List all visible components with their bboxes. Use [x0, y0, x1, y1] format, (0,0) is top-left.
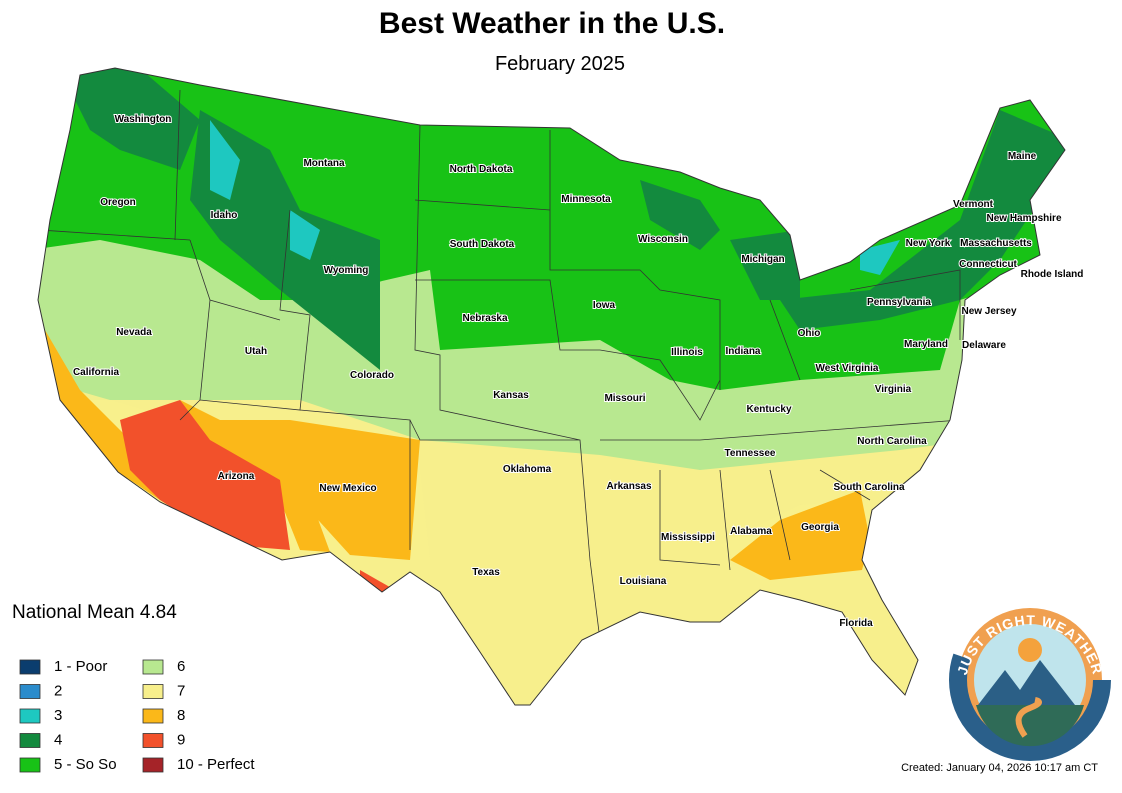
state-label: Idaho: [211, 210, 238, 221]
state-label: Michigan: [741, 254, 784, 265]
legend-swatch: [142, 659, 164, 675]
legend: 1 - Poor 2 3 4 5 - So So 6 7 8 9 10 - Perfect: [19, 658, 255, 773]
logo: JUST RIGHT WEATHER: [949, 599, 1111, 761]
state-label: Tennessee: [725, 448, 776, 459]
state-label: Arkansas: [606, 481, 651, 492]
legend-label: 5 - So So: [54, 756, 117, 773]
state-label: Delaware: [962, 340, 1006, 351]
legend-swatch: [142, 684, 164, 699]
national-mean: National Mean 4.84: [12, 602, 177, 623]
legend-label: 6: [177, 658, 185, 675]
logo-mountains: [978, 660, 1075, 705]
state-label: South Dakota: [450, 239, 515, 250]
state-label: Nevada: [116, 327, 152, 338]
state-label: Oklahoma: [503, 464, 552, 475]
state-label: North Carolina: [857, 436, 927, 447]
state-label: California: [73, 367, 120, 378]
legend-label: 10 - Perfect: [177, 756, 255, 773]
created-date: Created: January 04, 2026 10:17 am CT: [901, 762, 1098, 774]
state-label: Kansas: [493, 390, 529, 401]
state-label: Maine: [1008, 151, 1037, 162]
legend-swatch: [142, 733, 164, 748]
state-label: Ohio: [798, 328, 821, 339]
state-label: New Jersey: [961, 306, 1016, 317]
state-label: North Dakota: [450, 164, 513, 175]
state-label: Connecticut: [959, 259, 1017, 270]
state-label: Vermont: [953, 199, 994, 210]
legend-label: 8: [177, 707, 185, 724]
state-label: Wyoming: [324, 265, 369, 276]
legend-swatch: [19, 733, 41, 748]
legend-label: 4: [54, 731, 62, 748]
state-label: Maryland: [904, 339, 948, 350]
state-label: Pennsylvania: [867, 297, 931, 308]
state-label: Montana: [303, 158, 345, 169]
state-label: Utah: [245, 346, 267, 357]
national-mean-value: 4.84: [140, 602, 177, 623]
state-label: Wisconsin: [638, 234, 688, 245]
state-label: Illinois: [671, 347, 703, 358]
state-label: Nebraska: [462, 313, 507, 324]
logo-road: [1015, 697, 1042, 738]
legend-label: 9: [177, 731, 185, 748]
legend-swatch: [19, 757, 41, 773]
state-label: Virginia: [875, 384, 912, 395]
state-label: Alabama: [730, 526, 772, 537]
state-label: Texas: [472, 567, 500, 578]
state-label: Indiana: [725, 346, 760, 357]
legend-label: 2: [54, 682, 62, 699]
logo-ring: [949, 599, 1111, 761]
state-label: Louisiana: [620, 576, 667, 587]
legend-label: 1 - Poor: [54, 658, 107, 675]
state-label: West Virginia: [816, 363, 879, 374]
national-mean-label: National Mean: [12, 602, 135, 623]
legend-label: 3: [54, 707, 62, 724]
state-labels: Washington Oregon Idaho Montana North Da…: [72, 113, 1084, 630]
legend-label: 7: [177, 682, 185, 699]
state-label: New Mexico: [319, 483, 376, 494]
state-label: Oregon: [100, 197, 136, 208]
legend-swatch: [142, 708, 164, 724]
state-label: Mississippi: [661, 532, 715, 543]
state-label: Georgia: [801, 522, 839, 533]
state-label: Rhode Island: [1021, 269, 1084, 280]
logo-ground: [976, 705, 1084, 747]
legend-swatch: [19, 708, 41, 724]
region: [60, 68, 1065, 370]
region: [120, 400, 395, 615]
state-label: Kentucky: [746, 404, 791, 415]
state-label: Arizona: [218, 471, 255, 482]
state-label: South Carolina: [833, 482, 905, 493]
subtitle: February 2025: [495, 53, 625, 75]
state-label: Florida: [839, 618, 873, 629]
state-label: Colorado: [350, 370, 394, 381]
legend-swatch: [19, 659, 41, 675]
state-label: New Hampshire: [986, 213, 1061, 224]
legend-swatch: [142, 757, 164, 773]
state-label: Massachusetts: [960, 238, 1032, 249]
state-label: Washington: [115, 114, 172, 125]
state-borders: [39, 89, 961, 641]
state-label: Missouri: [604, 393, 645, 404]
state-label: New York: [906, 238, 951, 249]
legend-swatch: [19, 684, 41, 699]
title: Best Weather in the U.S.: [379, 7, 725, 40]
logo-sun: [1018, 638, 1042, 662]
state-label: Minnesota: [561, 194, 611, 205]
state-label: Iowa: [593, 300, 616, 311]
